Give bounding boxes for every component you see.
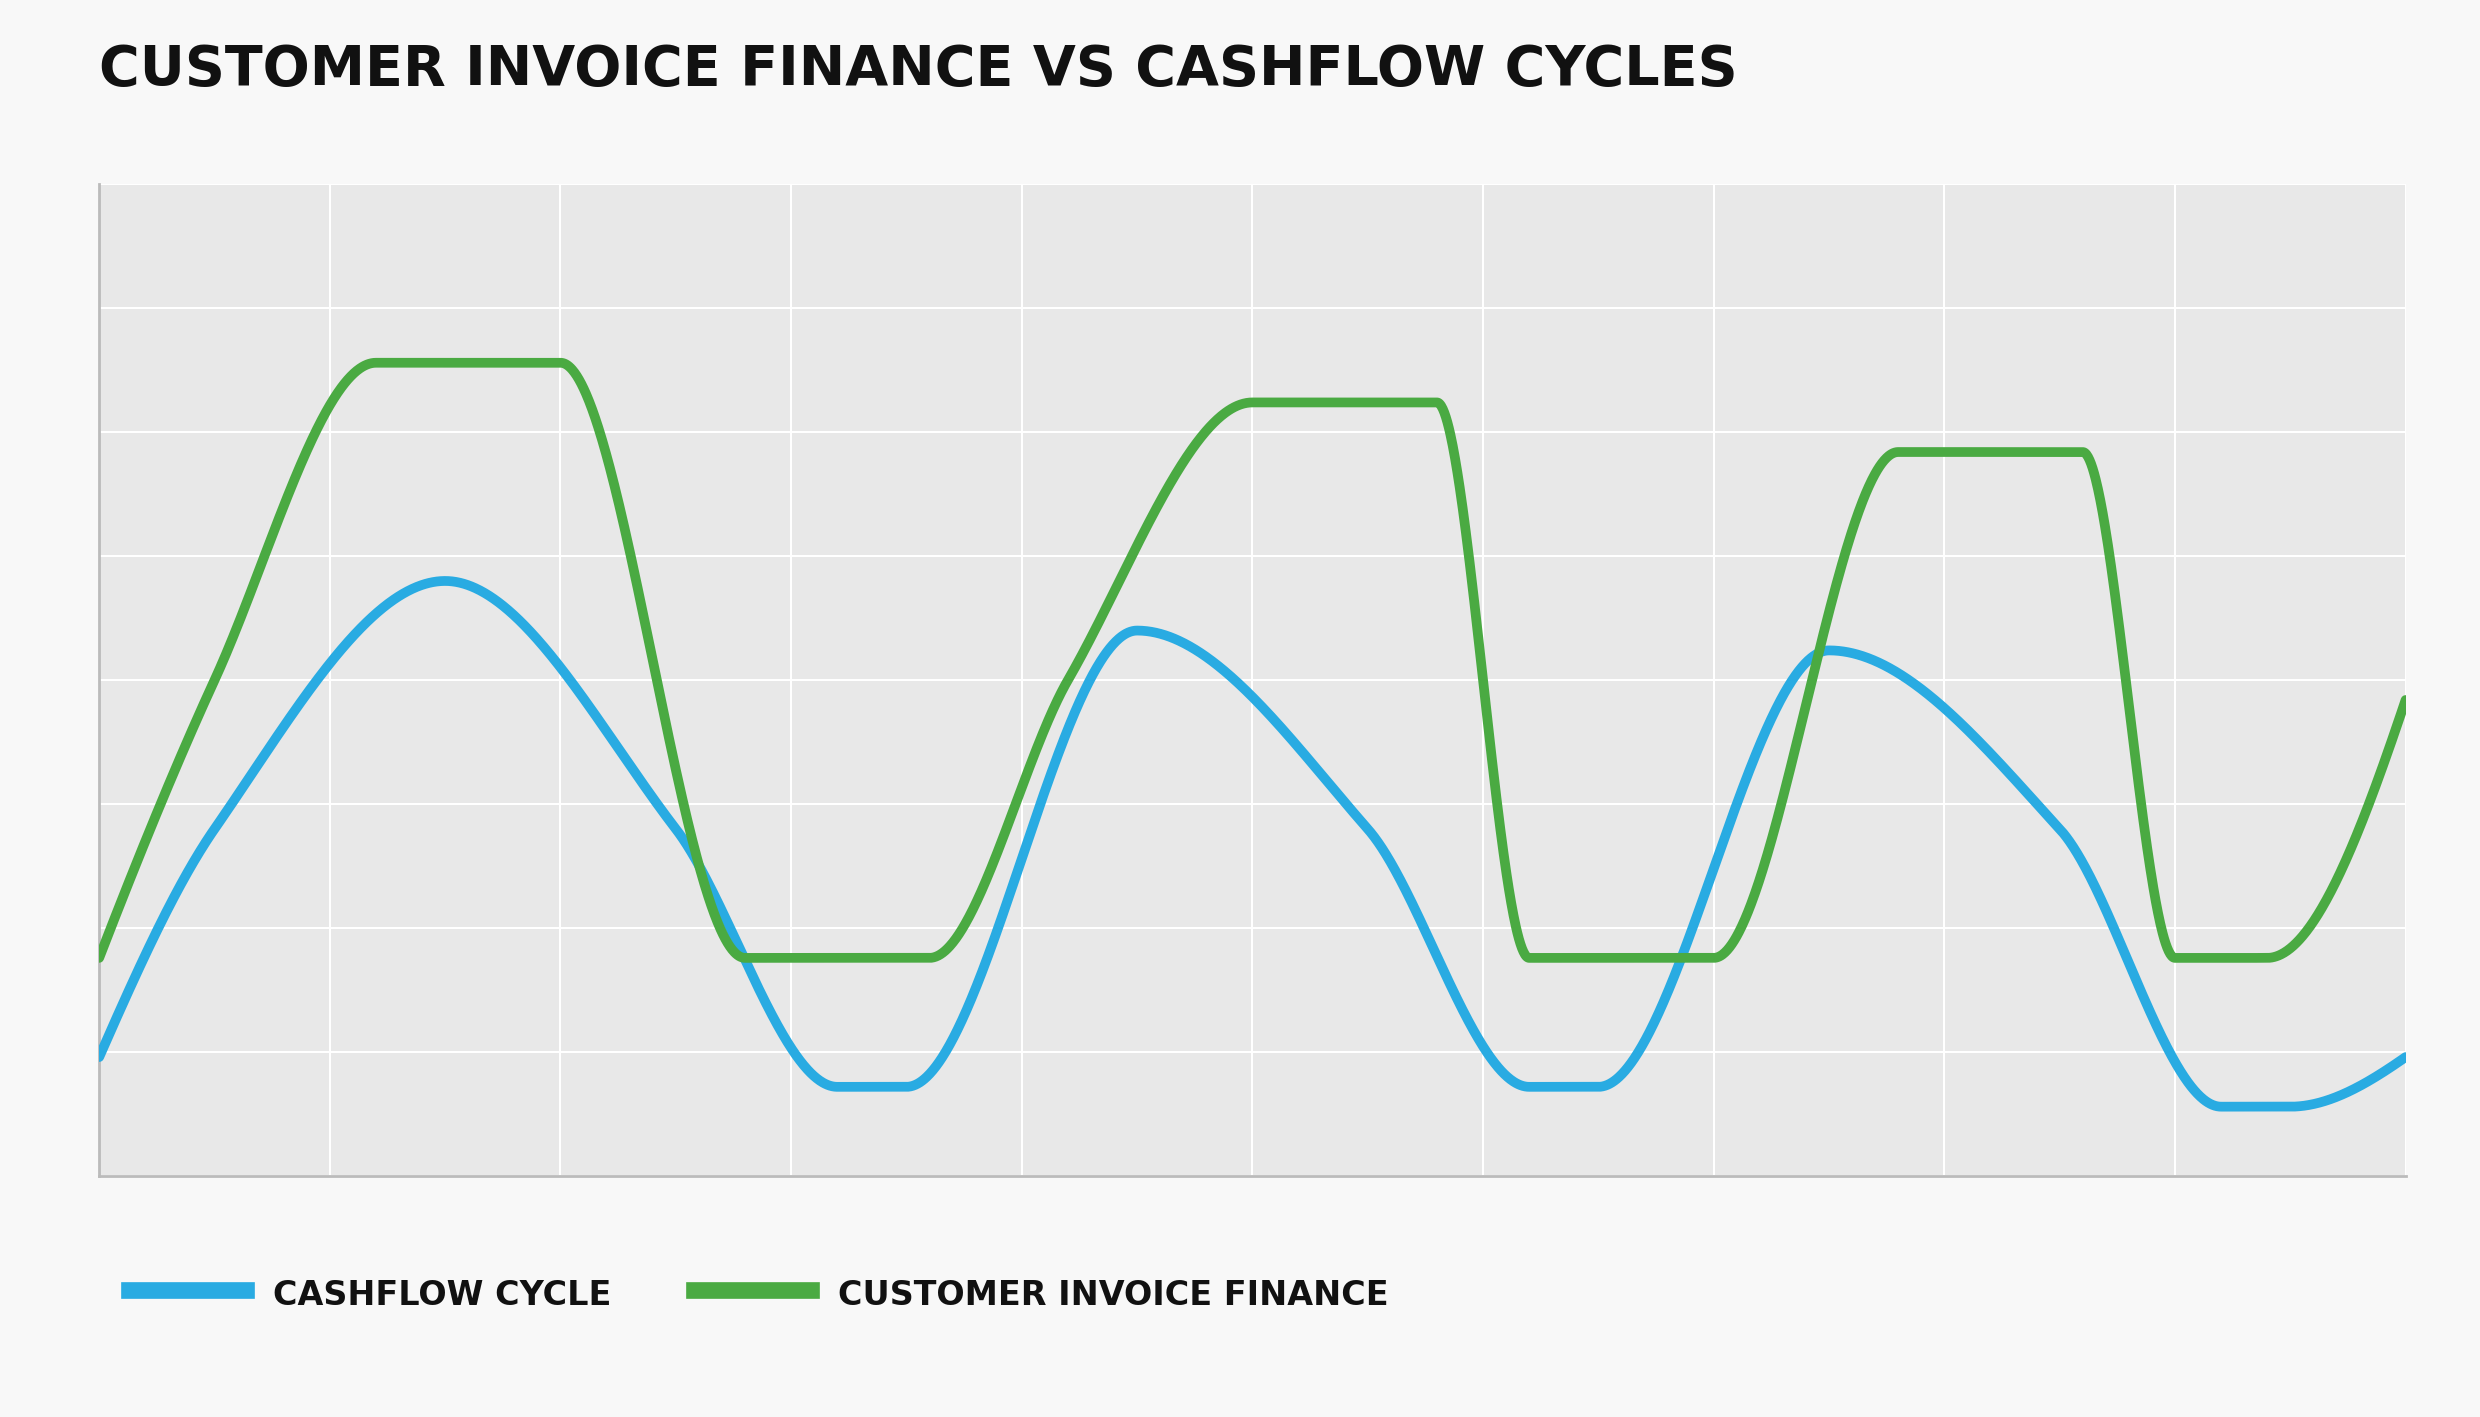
Text: CUSTOMER INVOICE FINANCE VS CASHFLOW CYCLES: CUSTOMER INVOICE FINANCE VS CASHFLOW CYC… <box>99 43 1738 96</box>
Legend: CASHFLOW CYCLE, CUSTOMER INVOICE FINANCE: CASHFLOW CYCLE, CUSTOMER INVOICE FINANCE <box>117 1261 1401 1328</box>
